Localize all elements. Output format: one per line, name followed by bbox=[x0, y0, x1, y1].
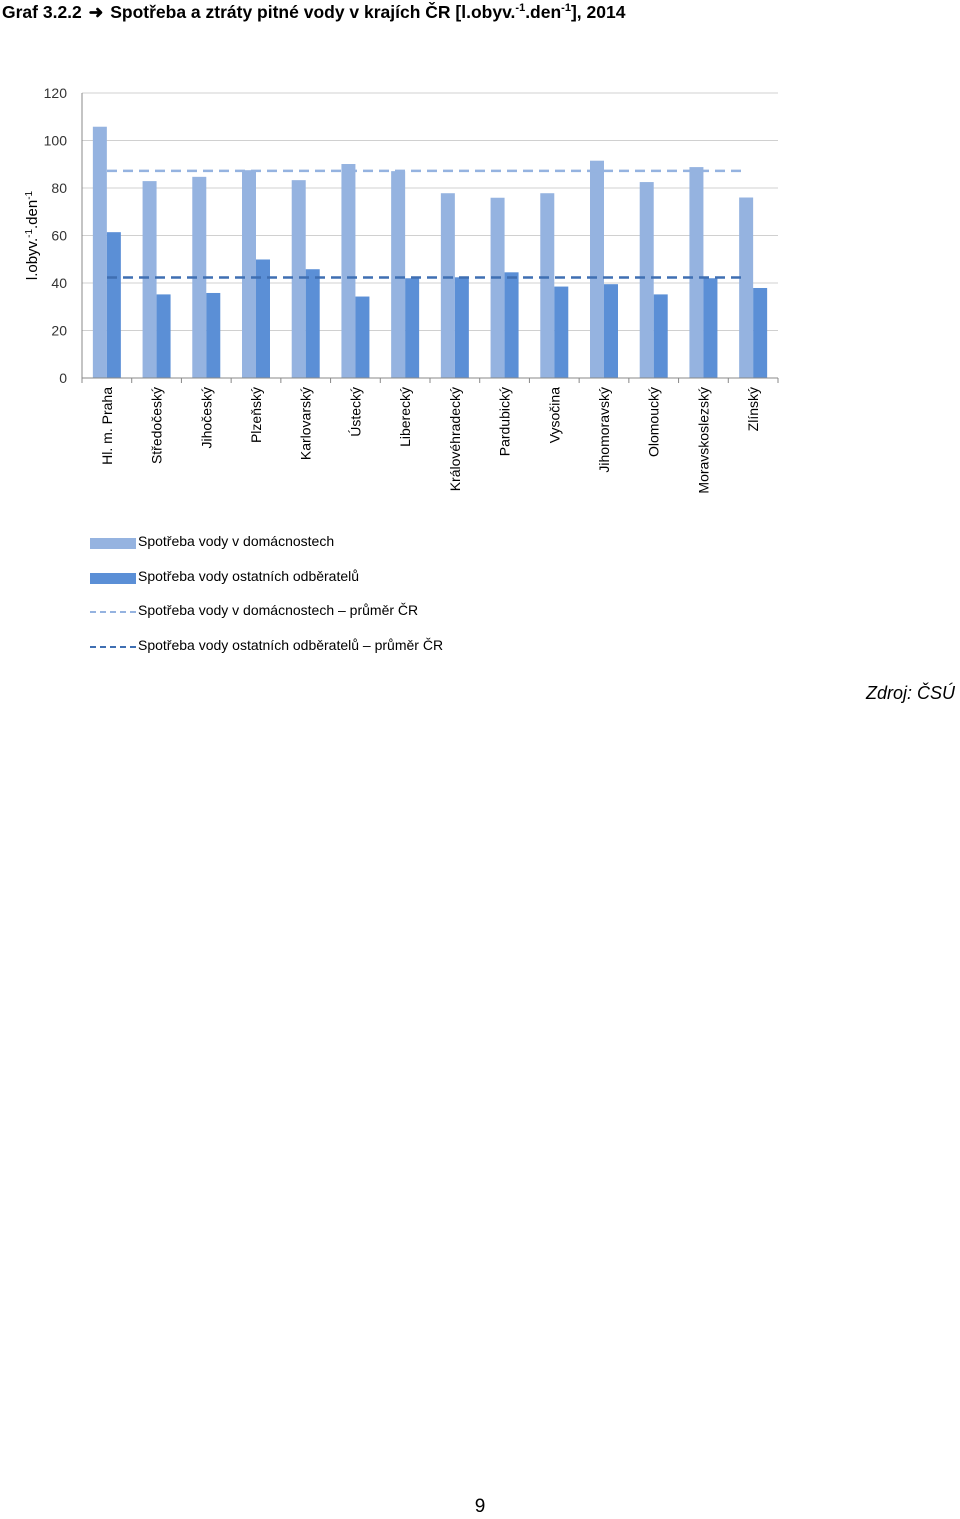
title-end: ], 2014 bbox=[570, 2, 626, 22]
y-tick-label-2: 40 bbox=[51, 275, 67, 291]
y-axis-label: l.obyv.-1.den-1 bbox=[24, 190, 42, 280]
bar-others-0 bbox=[106, 232, 121, 378]
title-prefix: Graf 3.2.2 bbox=[2, 2, 82, 22]
legend-swatch-others bbox=[90, 573, 136, 584]
source-note: Zdroj: ČSÚ bbox=[865, 683, 955, 703]
bar-others-7 bbox=[454, 277, 469, 378]
bar-others-4 bbox=[305, 269, 320, 378]
bar-others-12 bbox=[703, 278, 718, 378]
bar-households-2 bbox=[192, 176, 207, 378]
y-axis-title-part-0: l.obyv. bbox=[24, 238, 41, 280]
x-tick-label-13: Zlínský bbox=[745, 387, 761, 431]
bar-households-10 bbox=[590, 160, 604, 378]
bar-others-13 bbox=[753, 287, 768, 378]
y-tick-label-5: 100 bbox=[44, 133, 68, 149]
y-tick-label-1: 20 bbox=[51, 323, 67, 339]
x-tick-label-2: Jihočeský bbox=[198, 387, 214, 448]
bar-households-4 bbox=[291, 180, 306, 378]
title-sup-2: -1 bbox=[561, 2, 571, 15]
bar-others-1 bbox=[156, 294, 171, 378]
bar-households-12 bbox=[689, 167, 704, 378]
x-tick-label-12: Moravskoslezský bbox=[695, 387, 711, 494]
bar-others-5 bbox=[355, 296, 370, 378]
x-tick-label-10: Jihomoravský bbox=[596, 387, 612, 473]
bar-households-6 bbox=[391, 171, 406, 378]
chart-title: Graf 3.2.2 ➜ Spotřeba a ztráty pitné vod… bbox=[2, 2, 625, 23]
legend-label-households: Spotřeba vody v domácnostech bbox=[138, 533, 335, 549]
bar-others-11 bbox=[653, 294, 668, 378]
bar-others-6 bbox=[405, 278, 420, 378]
x-tick-label-8: Pardubický bbox=[497, 387, 513, 456]
y-tick-label-4: 80 bbox=[51, 180, 67, 196]
legend-line-others-avg bbox=[90, 646, 136, 648]
bar-households-5 bbox=[341, 164, 356, 378]
x-tick-label-9: Vysočina bbox=[546, 387, 562, 444]
y-tick-label-0: 0 bbox=[59, 370, 67, 386]
bars bbox=[92, 126, 768, 378]
bar-others-8 bbox=[504, 272, 519, 378]
bar-households-0 bbox=[92, 126, 107, 378]
average-lines bbox=[107, 169, 746, 279]
x-axis-labels: Hl. m. Praha Středočeský Jihočeský Plzeňský… bbox=[99, 387, 761, 494]
x-tick-label-3: Plzeňský bbox=[248, 387, 264, 443]
legend-label-households-avg: Spotřeba vody v domácnostech – průměr ČR bbox=[138, 602, 419, 618]
y-tick-label-3: 60 bbox=[51, 228, 67, 244]
bar-households-13 bbox=[739, 197, 754, 378]
bar-others-9 bbox=[554, 286, 569, 378]
y-axis-ticks: 0 20 40 60 80 100 120 bbox=[44, 85, 68, 386]
arrow-right-icon: ➜ bbox=[88, 2, 104, 22]
legend-label-others: Spotřeba vody ostatních odběratelů bbox=[138, 568, 360, 584]
title-sup-1: -1 bbox=[515, 2, 526, 15]
x-tick-label-7: Královéhradecký bbox=[447, 387, 463, 491]
x-tick-label-11: Olomoucký bbox=[646, 387, 662, 457]
page-number: 9 bbox=[474, 1496, 486, 1517]
x-tick-label-0: Hl. m. Praha bbox=[99, 387, 115, 465]
x-tick-label-4: Karlovarský bbox=[298, 387, 314, 460]
x-axis bbox=[81, 93, 779, 383]
title-mid: .den bbox=[525, 2, 562, 22]
bar-households-9 bbox=[540, 193, 555, 378]
legend-line-households-avg bbox=[90, 611, 136, 613]
y-axis-title-part-1: -1 bbox=[24, 229, 35, 238]
bar-households-11 bbox=[639, 182, 654, 378]
x-tick-label-1: Středočeský bbox=[149, 387, 165, 464]
bar-households-1 bbox=[142, 181, 157, 378]
bar-households-8 bbox=[490, 197, 505, 378]
bar-households-3 bbox=[242, 170, 256, 378]
bar-others-3 bbox=[256, 259, 270, 378]
title-main: Spotřeba a ztráty pitné vody v krajích Č… bbox=[110, 2, 516, 22]
gridlines bbox=[82, 92, 778, 331]
bar-households-7 bbox=[440, 193, 455, 378]
y-tick-label-6: 120 bbox=[44, 85, 68, 101]
legend-swatch-households bbox=[90, 538, 136, 549]
x-tick-label-5: Ústecký bbox=[347, 387, 363, 437]
legend-label-others-avg: Spotřeba vody ostatních odběratelů – prů… bbox=[138, 637, 444, 653]
bar-others-2 bbox=[206, 292, 221, 378]
y-axis-title-part-3: -1 bbox=[24, 190, 35, 199]
y-axis-title: l.obyv.-1.den-1 bbox=[24, 190, 42, 280]
x-tick-label-6: Liberecký bbox=[397, 387, 413, 447]
y-axis-title-part-2: .den bbox=[24, 200, 41, 229]
bar-others-10 bbox=[604, 284, 618, 378]
